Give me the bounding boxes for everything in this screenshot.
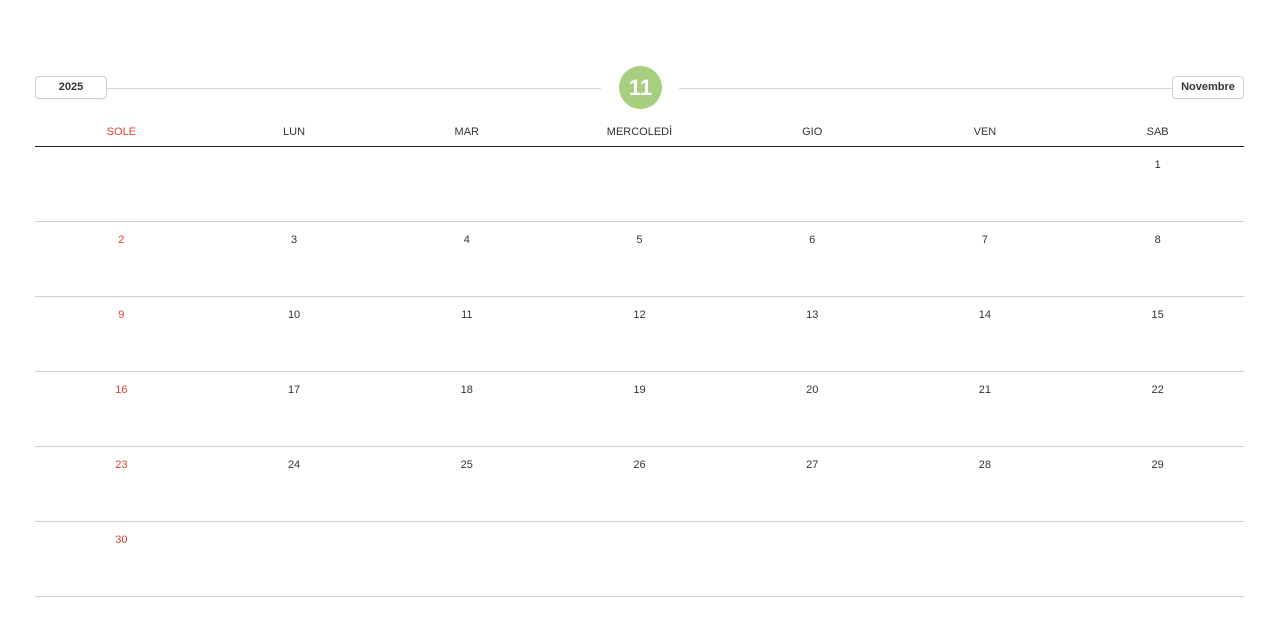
day-cell[interactable]: 11 — [461, 309, 473, 321]
day-cell[interactable]: 18 — [460, 384, 473, 396]
day-cell[interactable]: 3 — [291, 234, 298, 246]
day-cell — [380, 522, 553, 596]
day-cell[interactable]: 17 — [287, 384, 301, 396]
week-row: 2 3 4 5 6 7 8 — [35, 222, 1244, 297]
day-cell[interactable]: 7 — [981, 234, 988, 246]
weekday-label: MAR — [454, 126, 479, 138]
divider — [679, 88, 1172, 89]
day-cell[interactable]: 21 — [978, 384, 992, 396]
weekday-label: SAB — [1146, 126, 1169, 138]
day-cell — [726, 522, 899, 596]
day-cell[interactable]: 23 — [115, 459, 128, 471]
day-cell[interactable]: 24 — [287, 459, 301, 471]
week-row: 9 10 11 12 13 14 15 — [35, 297, 1244, 372]
day-cell[interactable]: 28 — [978, 459, 992, 471]
day-cell[interactable]: 25 — [460, 459, 473, 471]
calendar-header: 2025 11 Novembre — [35, 66, 1244, 110]
day-cell[interactable]: 14 — [978, 309, 992, 321]
day-cell[interactable]: 1 — [1154, 159, 1161, 171]
day-cell — [726, 147, 899, 221]
day-cell — [208, 147, 381, 221]
day-cell[interactable]: 30 — [115, 534, 128, 546]
day-cell[interactable]: 26 — [633, 459, 646, 471]
week-row: 16 17 18 19 20 21 22 — [35, 372, 1244, 447]
day-cell[interactable]: 27 — [806, 459, 819, 471]
weekday-label: LUN — [283, 126, 306, 138]
day-cell[interactable]: 22 — [1151, 384, 1164, 396]
weekday-label: MERCOLEDÌ — [606, 126, 673, 138]
weekday-header: SOLE LUN MAR MERCOLEDÌ GIO VEN SAB — [35, 120, 1244, 147]
day-cell — [1071, 522, 1244, 596]
day-cell[interactable]: 4 — [463, 234, 470, 246]
week-row: 1 — [35, 147, 1244, 222]
day-cell[interactable]: 16 — [115, 384, 128, 396]
year-button[interactable]: 2025 — [35, 76, 107, 99]
weekday-label: SOLE — [106, 126, 137, 138]
day-cell[interactable]: 19 — [633, 384, 646, 396]
day-cell — [899, 522, 1072, 596]
week-row: 23 24 25 26 27 28 29 — [35, 447, 1244, 522]
day-cell[interactable]: 29 — [1151, 459, 1164, 471]
day-cell[interactable]: 2 — [118, 234, 125, 246]
divider — [105, 88, 601, 89]
day-cell[interactable]: 15 — [1151, 309, 1164, 321]
day-cell — [553, 522, 726, 596]
weekday-label: VEN — [973, 126, 997, 138]
weekday-label: GIO — [802, 126, 823, 138]
day-cell — [208, 522, 381, 596]
day-cell[interactable]: 8 — [1154, 234, 1161, 246]
day-cell[interactable]: 6 — [809, 234, 816, 246]
day-cell — [899, 147, 1072, 221]
current-day-badge: 11 — [619, 66, 662, 109]
day-cell — [35, 147, 208, 221]
day-cell[interactable]: 20 — [806, 384, 819, 396]
week-row: 30 — [35, 522, 1244, 597]
day-cell[interactable]: 9 — [118, 309, 125, 321]
day-cell — [553, 147, 726, 221]
month-button[interactable]: Novembre — [1172, 76, 1244, 99]
day-cell[interactable]: 10 — [287, 309, 301, 321]
day-cell[interactable]: 13 — [806, 309, 819, 321]
day-cell[interactable]: 12 — [633, 309, 646, 321]
day-cell — [380, 147, 553, 221]
calendar-grid: SOLE LUN MAR MERCOLEDÌ GIO VEN SAB 1 2 3 4 5 6 7 8 9 10… — [35, 120, 1244, 597]
day-cell[interactable]: 5 — [636, 234, 643, 246]
